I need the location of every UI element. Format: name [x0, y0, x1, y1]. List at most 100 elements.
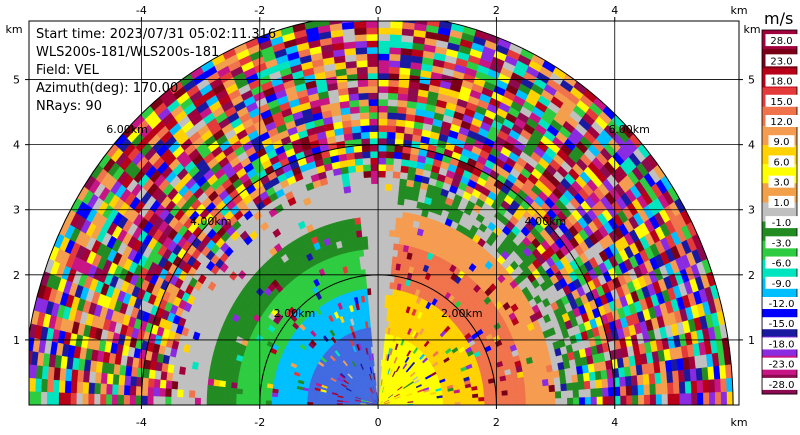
- range-gate: [377, 66, 390, 74]
- range-gate: [399, 230, 407, 239]
- range-gate: [363, 248, 369, 257]
- range-gate: [655, 382, 663, 395]
- range-gate: [374, 307, 379, 315]
- range-gate: [350, 112, 361, 121]
- range-gate: [387, 99, 398, 107]
- range-gate: [397, 191, 406, 199]
- range-gate: [377, 287, 383, 295]
- range-gate: [399, 60, 412, 69]
- range-gate: [548, 384, 556, 393]
- range-gate: [381, 274, 387, 282]
- range-gate: [619, 376, 627, 387]
- range-gate: [399, 171, 408, 180]
- range-gate: [377, 46, 390, 54]
- range-gate: [354, 34, 367, 42]
- range-gate: [377, 105, 388, 113]
- range-gate: [524, 387, 532, 394]
- range-gate: [360, 222, 368, 231]
- range-gate: [389, 40, 402, 49]
- range-gate: [567, 397, 574, 405]
- range-gate: [554, 383, 562, 392]
- range-gate: [373, 281, 379, 289]
- range-gate: [346, 73, 358, 82]
- range-gate: [387, 248, 394, 257]
- range-gate: [385, 164, 394, 172]
- range-gate: [501, 389, 509, 396]
- range-gate: [392, 171, 401, 179]
- range-gate: [377, 209, 385, 217]
- range-gate: [572, 381, 579, 391]
- range-gate: [346, 158, 356, 167]
- range-gate: [385, 144, 395, 152]
- range-gate: [689, 368, 698, 382]
- range-gate: [703, 392, 710, 405]
- range-gate: [377, 131, 387, 139]
- range-gate: [661, 382, 669, 395]
- range-gate: [371, 196, 379, 204]
- range-gate: [649, 383, 657, 395]
- range-gate: [356, 236, 363, 245]
- range-gate: [372, 248, 379, 256]
- range-gate: [370, 163, 379, 172]
- range-gate: [377, 137, 387, 146]
- range-gate: [349, 184, 358, 193]
- range-gate: [386, 118, 397, 127]
- range-gate: [370, 176, 379, 185]
- range-gate: [667, 393, 675, 405]
- range-gate: [584, 396, 592, 405]
- range-gate: [377, 176, 386, 185]
- range-gate: [388, 229, 395, 237]
- range-gate: [384, 196, 392, 204]
- range-gate: [377, 196, 385, 204]
- range-gate: [377, 27, 391, 35]
- range-gate: [363, 183, 372, 191]
- range-gate: [387, 105, 398, 114]
- range-gate: [530, 380, 538, 388]
- range-gate: [507, 389, 515, 396]
- range-gate: [368, 98, 379, 106]
- range-gate: [348, 99, 360, 108]
- range-gate: [363, 255, 370, 263]
- range-gate: [374, 294, 379, 302]
- range-gate: [377, 183, 386, 191]
- range-gate: [391, 190, 399, 199]
- range-gate: [383, 216, 391, 224]
- range-gate: [380, 300, 385, 308]
- range-gate: [383, 209, 391, 217]
- range-gate: [369, 150, 379, 159]
- range-gate: [547, 377, 555, 386]
- range-gate: [531, 392, 538, 400]
- range-gate: [348, 171, 357, 180]
- range-gate: [346, 204, 354, 213]
- range-gate: [395, 119, 406, 127]
- range-gate: [472, 397, 479, 402]
- range-gate: [382, 268, 387, 276]
- range-gate: [384, 183, 393, 191]
- range-gate: [361, 151, 371, 159]
- range-gate: [389, 222, 396, 231]
- range-gate: [368, 111, 379, 120]
- range-gate: [388, 53, 401, 62]
- range-gate: [368, 255, 374, 263]
- range-gate: [364, 190, 372, 198]
- range-gate: [396, 106, 407, 114]
- range-gate: [390, 262, 397, 270]
- range-gate: [377, 40, 390, 48]
- range-gate: [386, 138, 396, 146]
- range-gate: [354, 158, 364, 166]
- range-gate: [524, 381, 532, 389]
- range-gate: [720, 377, 728, 393]
- range-gate: [354, 223, 362, 232]
- range-gate: [351, 125, 361, 134]
- range-gate: [385, 274, 391, 283]
- range-gate: [385, 281, 391, 289]
- range-gate: [398, 67, 411, 76]
- range-gate: [386, 261, 392, 270]
- range-gate: [414, 21, 428, 25]
- range-gate: [382, 261, 388, 269]
- range-gate: [401, 211, 410, 220]
- range-gate: [364, 261, 370, 270]
- range-gate: [374, 287, 379, 295]
- range-gate: [380, 313, 385, 321]
- range-gate: [377, 242, 384, 250]
